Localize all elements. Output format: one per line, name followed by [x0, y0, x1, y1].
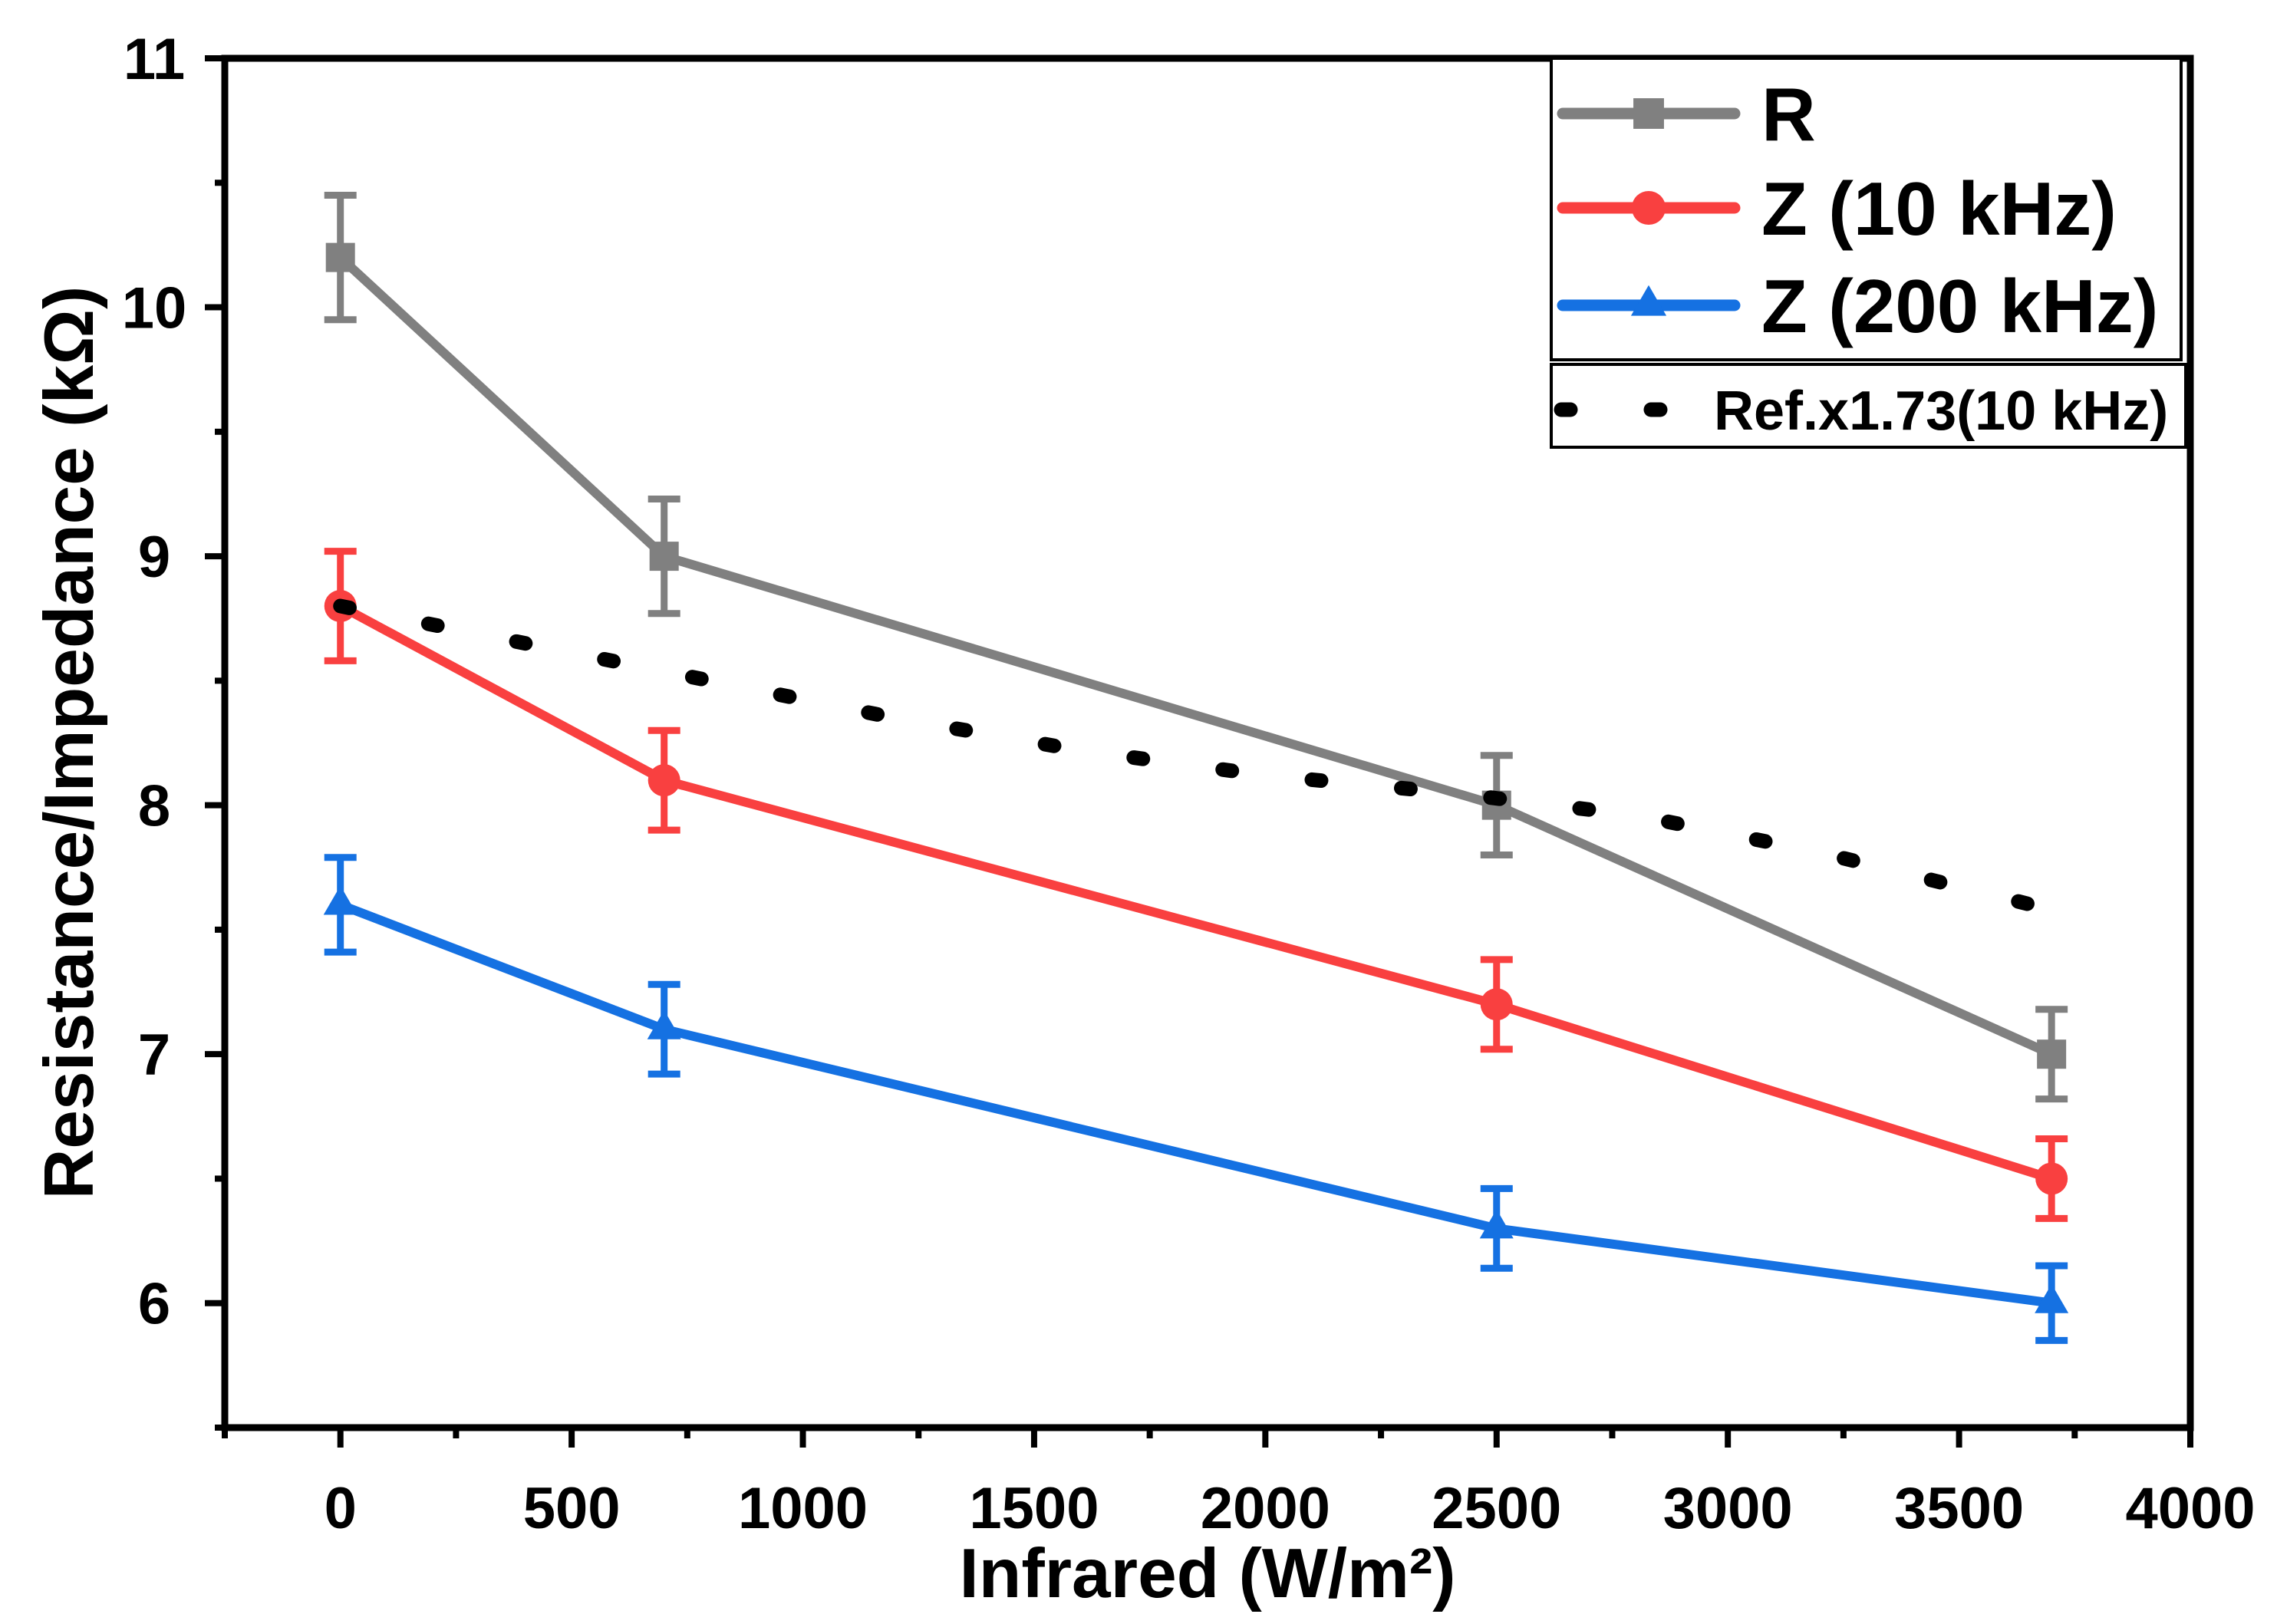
y-axis-title: Resistance/Impedance (kΩ) [31, 286, 108, 1200]
series-z-200-khz [323, 854, 2069, 1344]
data-point-triangle [1479, 1209, 1514, 1239]
x-tick-label: 3500 [1894, 1476, 2024, 1541]
legend-label: R [1761, 72, 1816, 156]
data-point-circle [1480, 988, 1513, 1021]
legend-label: Z (10 kHz) [1761, 166, 2117, 251]
legend-item-z-200-khz: Z (200 kHz) [1557, 264, 2158, 348]
data-point-circle [2035, 1162, 2068, 1195]
legend-item-z-10-khz: Z (10 kHz) [1557, 166, 2117, 251]
series-line [338, 601, 2053, 1184]
data-point-square [1633, 98, 1664, 129]
x-tick-label: 500 [523, 1476, 621, 1541]
data-point-triangle [323, 885, 358, 915]
legend-label: Z (200 kHz) [1761, 264, 2158, 348]
x-tick-label: 1500 [969, 1476, 1099, 1541]
series-r [324, 192, 2068, 1103]
data-point-triangle [1630, 285, 1667, 316]
data-point-circle [648, 764, 680, 797]
reference-dotted-line [333, 598, 2059, 917]
x-tick-label: 4000 [2125, 1476, 2255, 1541]
series-line [337, 254, 2054, 1059]
legend-label: Ref.x1.73(10 kHz) [1714, 380, 2168, 442]
plot-frame [221, 54, 2194, 1431]
data-point-circle [1631, 190, 1666, 226]
x-tick-label: 1000 [738, 1476, 868, 1541]
series-z-10-khz [324, 548, 2068, 1222]
plot-series [323, 192, 2069, 1344]
series-line [338, 900, 2052, 1308]
y-tick-label: 11 [124, 27, 185, 92]
y-tick-label: 8 [138, 774, 170, 839]
x-tick-label: 0 [325, 1476, 357, 1541]
x-tick-label: 2000 [1201, 1476, 1330, 1541]
data-point-square [649, 542, 679, 572]
data-point-square [325, 242, 355, 272]
legend-item-ref-x1-73-10-khz: Ref.x1.73(10 kHz) [1554, 380, 2168, 442]
legend: R Z (10 kHz) Z (200 kHz) Ref.x1.73(10 kHz) [1550, 57, 2187, 449]
legend-item-r: R [1557, 72, 1816, 156]
data-point-square [2037, 1039, 2067, 1069]
y-tick-label: 9 [138, 525, 170, 590]
series-ref-x1-73-10-khz [333, 598, 2059, 917]
data-point-triangle [2035, 1283, 2069, 1313]
y-tick-label: 7 [138, 1023, 170, 1088]
x-axis-title: Infrared (W/m²) [959, 1535, 1455, 1612]
y-tick-label: 10 [122, 276, 187, 341]
y-tick-label: 6 [138, 1272, 170, 1337]
x-tick-label: 3000 [1663, 1476, 1793, 1541]
data-point-triangle [647, 1010, 681, 1039]
x-tick-label: 2500 [1432, 1476, 1561, 1541]
axes: 0 500 1000 1500 2000 2500 3000 3500 4000 6 7 8 9 10 11 [122, 27, 2256, 1541]
